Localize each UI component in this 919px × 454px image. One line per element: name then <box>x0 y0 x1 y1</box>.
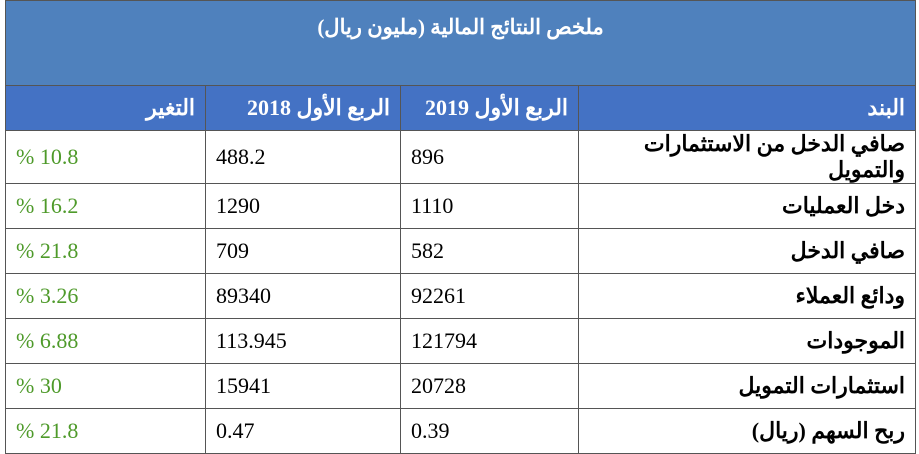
column-header: الربع الأول 2019 <box>400 85 580 131</box>
table-cell: 896 <box>400 130 580 184</box>
table-cell: 20728 <box>400 363 580 409</box>
table-cell: استثمارات التمويل <box>578 363 917 409</box>
table-cell: % 10.8 <box>4 130 207 184</box>
header-row: البند الربع الأول 2019 الربع الأول 2018 الت… <box>4 85 917 131</box>
column-header: التغير <box>4 85 207 131</box>
table-cell: 582 <box>400 228 580 274</box>
table-row: الموجودات 121794 113.945% 6.88 <box>4 318 917 364</box>
title-row: ملخص النتائج المالية (مليون ريال) <box>4 0 917 86</box>
table-cell: الموجودات <box>578 318 917 364</box>
table-cell: ربح السهم (ريال) <box>578 408 917 454</box>
column-header: البند <box>578 85 917 131</box>
table-body: صافي الدخل من الاستثمارات والتمويل 896 488… <box>4 130 917 454</box>
table-row: صافي الدخل من الاستثمارات والتمويل 896 488… <box>4 130 917 184</box>
results-table: ملخص النتائج المالية (مليون ريال) البند ا… <box>4 0 917 454</box>
table-cell: صافي الدخل <box>578 228 917 274</box>
table-cell: دخل العمليات <box>578 183 917 229</box>
table-row: صافي الدخل 582 709% 21.8 <box>4 228 917 274</box>
table-cell: % 21.8 <box>4 228 207 274</box>
table-cell: 0.39 <box>400 408 580 454</box>
column-header: الربع الأول 2018 <box>205 85 402 131</box>
table-cell: 89340 <box>205 273 402 319</box>
table-row: ربح السهم (ريال) 0.39 0.47% 21.8 <box>4 408 917 454</box>
table-cell: % 30 <box>4 363 207 409</box>
table-title: ملخص النتائج المالية (مليون ريال) <box>4 0 917 86</box>
table-cell: 121794 <box>400 318 580 364</box>
table-cell: 0.47 <box>205 408 402 454</box>
table-row: استثمارات التمويل 20728 15941% 30 <box>4 363 917 409</box>
table-cell: 92261 <box>400 273 580 319</box>
table-cell: 113.945 <box>205 318 402 364</box>
table-cell: 1290 <box>205 183 402 229</box>
table-cell: 488.2 <box>205 130 402 184</box>
table-cell: % 6.88 <box>4 318 207 364</box>
table-cell: 1110 <box>400 183 580 229</box>
table-cell: 709 <box>205 228 402 274</box>
table-cell: 15941 <box>205 363 402 409</box>
table-cell: ودائع العملاء <box>578 273 917 319</box>
table-cell: % 16.2 <box>4 183 207 229</box>
table-cell: % 3.26 <box>4 273 207 319</box>
table-row: دخل العمليات 1110 1290% 16.2 <box>4 183 917 229</box>
table-wrap: ملخص النتائج المالية (مليون ريال) البند ا… <box>4 0 917 454</box>
table-row: ودائع العملاء 92261 89340% 3.26 <box>4 273 917 319</box>
table-cell: % 21.8 <box>4 408 207 454</box>
table-cell: صافي الدخل من الاستثمارات والتمويل <box>578 130 917 184</box>
